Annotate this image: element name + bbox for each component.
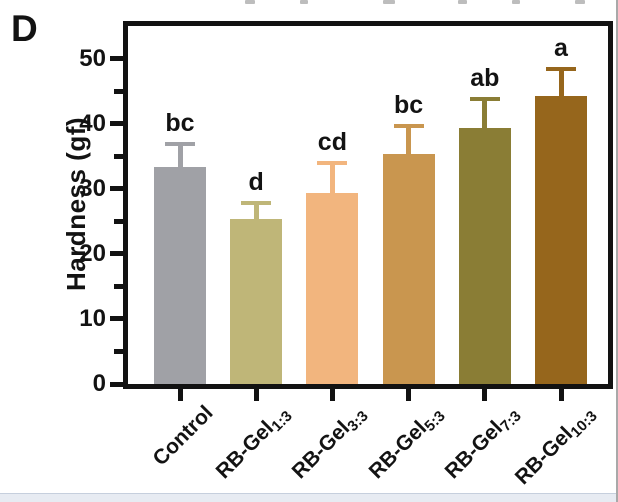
- x-label-base: RB-Gel: [364, 416, 431, 484]
- significance-letter: bc: [165, 109, 195, 138]
- crop-mark: [383, 0, 395, 4]
- significance-letter: d: [248, 168, 264, 197]
- error-bar-cap: [393, 123, 424, 128]
- bottom-edge-strip: [0, 493, 618, 502]
- bar: [382, 153, 435, 384]
- bar: [230, 218, 283, 384]
- error-bar-cap: [546, 66, 576, 71]
- x-major-tick: [406, 389, 412, 401]
- y-major-tick: [110, 186, 123, 192]
- y-tick-label: 10: [79, 304, 106, 332]
- y-major-tick: [110, 316, 123, 322]
- y-tick-label: 0: [92, 370, 106, 397]
- x-major-tick: [253, 389, 259, 401]
- x-major-tick: [177, 389, 183, 401]
- y-tick-label: 30: [79, 174, 106, 202]
- plot-frame: [123, 21, 613, 389]
- bar: [458, 127, 511, 384]
- x-label-base: RB-Gel: [510, 422, 578, 490]
- error-bar-cap: [165, 142, 195, 147]
- error-bar-cap: [469, 96, 500, 101]
- y-minor-tick: [114, 283, 123, 289]
- y-major-tick: [110, 121, 123, 127]
- significance-letter: ab: [470, 63, 500, 92]
- y-minor-tick: [114, 218, 123, 224]
- x-major-tick: [558, 389, 564, 401]
- right-edge-line: [616, 0, 618, 502]
- error-bar-cap: [317, 160, 348, 165]
- x-label-base: RB-Gel: [288, 416, 355, 484]
- significance-letter: cd: [317, 127, 347, 156]
- y-tick-label: 20: [79, 239, 106, 267]
- y-minor-tick: [114, 153, 123, 159]
- panel-label: D: [11, 8, 38, 49]
- y-major-tick: [110, 381, 123, 387]
- crop-mark: [458, 0, 467, 4]
- y-minor-tick: [114, 348, 123, 354]
- bar: [535, 96, 587, 384]
- y-minor-tick: [114, 88, 123, 94]
- crop-mark: [245, 0, 255, 4]
- significance-letter: bc: [394, 90, 424, 119]
- error-bar-cap: [241, 201, 272, 206]
- error-bar-stem: [329, 162, 335, 205]
- crop-mark: [512, 0, 520, 4]
- y-major-tick: [110, 251, 123, 257]
- error-bar-stem: [558, 68, 564, 109]
- x-major-tick: [482, 389, 488, 401]
- x-major-tick: [329, 389, 335, 401]
- y-tick-label: 40: [79, 109, 106, 137]
- y-major-tick: [110, 56, 123, 62]
- error-bar-stem: [177, 144, 183, 179]
- y-tick-label: 50: [79, 44, 106, 72]
- error-bar-stem: [253, 203, 259, 231]
- crop-mark: [300, 0, 308, 4]
- bar: [154, 166, 206, 384]
- x-label-base: RB-Gel: [211, 416, 279, 484]
- x-label-base: RB-Gel: [440, 416, 508, 484]
- x-label-base: Control: [148, 401, 218, 471]
- significance-letter: a: [554, 33, 568, 62]
- bar: [306, 192, 359, 384]
- crop-mark: [575, 0, 585, 4]
- error-bar-stem: [406, 125, 412, 166]
- error-bar-stem: [482, 98, 488, 140]
